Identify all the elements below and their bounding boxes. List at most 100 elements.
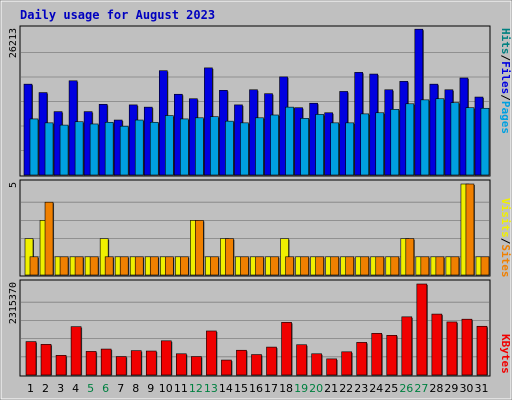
day-label-1: 1	[27, 382, 34, 395]
files-bar-1	[29, 118, 39, 176]
visits-bar-23-fill	[360, 256, 370, 276]
kbytes-bar-5-fill	[85, 351, 97, 376]
day-label-13: 13	[204, 382, 218, 395]
kbytes-bar-17	[266, 346, 278, 376]
visits-bar-6	[104, 256, 115, 276]
legend-hits-files-pages: Hits/Files/Pages	[499, 28, 512, 134]
visits-bar-16	[255, 256, 265, 276]
day-label-28: 28	[429, 382, 443, 395]
files-bar-1-fill	[29, 118, 39, 176]
visits-bar-21-fill	[330, 256, 339, 276]
legend-visits: Visits	[499, 198, 512, 238]
files-bar-9-fill	[149, 121, 159, 176]
legend-sites: Sites	[499, 244, 512, 277]
kbytes-bar-26-fill	[401, 316, 413, 376]
legend-sep-3: /	[499, 238, 512, 245]
day-label-5: 5	[87, 382, 94, 395]
files-bar-11-fill	[180, 118, 189, 176]
files-bar-22	[345, 122, 355, 176]
kbytes-bar-18-fill	[281, 322, 292, 376]
files-bar-4-fill	[74, 121, 84, 176]
files-bar-20-fill	[315, 114, 324, 176]
kbytes-bar-28-fill	[431, 313, 443, 376]
files-bar-28	[435, 98, 445, 176]
kbytes-bar-5	[85, 351, 98, 376]
files-bar-25-fill	[390, 109, 400, 176]
visits-bar-8-fill	[134, 256, 144, 276]
kbytes-bar-10-fill	[160, 340, 172, 376]
visits-bar-8	[134, 256, 145, 276]
day-label-19: 19	[294, 382, 308, 395]
files-bar-4	[74, 121, 85, 176]
visits-bar-2	[44, 201, 55, 276]
visits-bar-18	[285, 256, 295, 276]
files-bar-16	[255, 117, 265, 176]
files-bar-2	[44, 122, 55, 176]
visits-ymax-label: 5	[8, 182, 19, 188]
files-bar-12	[195, 117, 205, 176]
files-bar-23-fill	[360, 113, 370, 176]
kbytes-bar-22	[341, 351, 353, 376]
kbytes-bar-21-fill	[326, 358, 337, 376]
kbytes-bar-14-fill	[221, 359, 232, 376]
kbytes-bar-28	[431, 313, 443, 376]
kbytes-bar-16-fill	[251, 354, 262, 376]
files-bar-13	[210, 116, 220, 176]
visits-bar-10-fill	[164, 256, 174, 276]
files-bar-15-fill	[240, 122, 249, 176]
kbytes-bar-13	[206, 330, 218, 376]
visits-bar-27-fill	[420, 256, 430, 276]
visits-bar-17	[270, 256, 280, 276]
kbytes-bar-25	[386, 335, 398, 376]
kbytes-bar-27	[416, 283, 428, 376]
kbytes-bar-30-fill	[461, 318, 473, 376]
day-label-20: 20	[309, 382, 323, 395]
kbytes-bar-9-fill	[145, 350, 157, 376]
legend-kbytes: KBytes	[499, 334, 512, 374]
visits-bar-19-fill	[300, 256, 309, 276]
kbytes-bar-15-fill	[236, 349, 247, 376]
visits-bar-12-fill	[195, 220, 204, 276]
visits-bar-7-fill	[119, 256, 129, 276]
files-bar-6	[104, 121, 115, 176]
visits-bar-3-fill	[59, 256, 69, 276]
chart-title: Daily usage for August 2023	[20, 8, 215, 22]
x-axis-labels: 1 2 3 4 5 6 7 8 9 10 11 12 13 14 15 16 17 18 19 20 21 22 23 24 2…	[27, 382, 488, 395]
kbytes-bar-27-fill	[416, 283, 428, 376]
visits-bar-31	[480, 256, 490, 276]
legend-sep-2: /	[499, 94, 512, 101]
visits-bar-11-fill	[180, 256, 189, 276]
visits-bar-29	[450, 256, 460, 276]
files-bar-14	[225, 120, 235, 176]
files-bar-8-fill	[134, 119, 144, 176]
visits-bar-14-fill	[225, 238, 234, 276]
files-bar-15	[240, 122, 250, 176]
kbytes-bar-13-fill	[206, 330, 217, 376]
visits-bar-13-fill	[210, 256, 219, 276]
day-label-3: 3	[57, 382, 64, 395]
files-bar-9	[149, 121, 160, 176]
day-label-26: 26	[399, 382, 413, 395]
kbytes-bar-16	[251, 354, 263, 376]
files-bar-29-fill	[450, 102, 460, 176]
day-label-18: 18	[279, 382, 293, 395]
day-label-25: 25	[384, 382, 398, 395]
legend-files: Files	[499, 61, 512, 94]
visits-bar-22	[345, 256, 355, 276]
visits-bar-13	[210, 256, 220, 276]
visits-bar-4-fill	[74, 256, 84, 276]
kbytes-bar-7-fill	[115, 356, 127, 376]
day-label-8: 8	[132, 382, 139, 395]
files-bar-3-fill	[59, 124, 69, 176]
files-bar-23	[360, 113, 370, 176]
visits-bar-12	[195, 220, 205, 276]
files-bar-5-fill	[89, 123, 99, 176]
day-label-6: 6	[102, 382, 109, 395]
files-bar-17-fill	[270, 114, 279, 176]
visits-bar-6-fill	[104, 256, 114, 276]
files-bar-10-fill	[164, 115, 174, 176]
files-bar-10	[164, 115, 175, 176]
files-bar-30-fill	[465, 107, 475, 176]
files-bar-19	[300, 118, 310, 176]
